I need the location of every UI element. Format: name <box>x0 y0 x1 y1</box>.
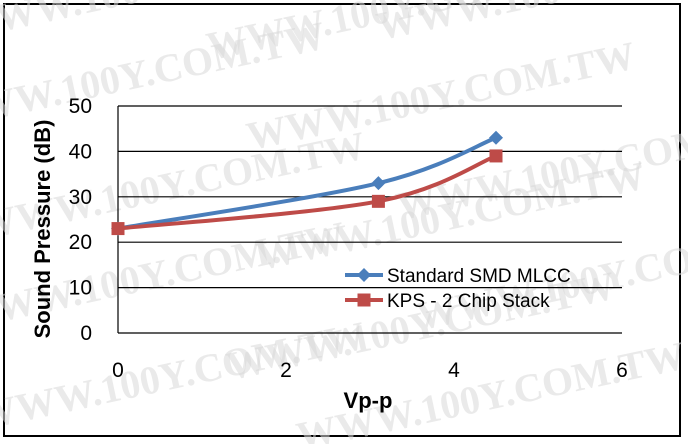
legend-item-1: Standard SMD MLCC <box>345 266 571 287</box>
legend-item-2: KPS - 2 Chip Stack <box>345 291 550 312</box>
chart-frame <box>3 3 681 437</box>
series-layer <box>111 130 503 236</box>
x-axis-title: Vp-p <box>344 388 393 413</box>
y-tick-label-40: 40 <box>69 140 92 163</box>
data-point-1-3 <box>489 130 503 145</box>
data-point-2-2 <box>371 194 385 208</box>
x-tick-label-6: 6 <box>616 359 628 382</box>
x-tick-labels: 0 2 4 6 <box>112 359 628 382</box>
y-tick-label-20: 20 <box>69 231 92 254</box>
legend-label-2: KPS - 2 Chip Stack <box>387 291 550 312</box>
x-tick-label-2: 2 <box>280 359 292 382</box>
series-2 <box>111 149 503 236</box>
watermark-text: WWW.100Y.COM.TW <box>373 0 688 49</box>
grid-lines <box>118 105 622 334</box>
legend: Standard SMD MLCC KPS - 2 Chip Stack <box>345 266 571 312</box>
data-point-1-2 <box>371 176 386 191</box>
y-tick-label-50: 50 <box>69 95 92 118</box>
legend-marker-1 <box>357 268 371 282</box>
y-tick-label-30: 30 <box>69 186 92 209</box>
legend-marker-2 <box>357 293 371 307</box>
data-point-2-1 <box>111 222 125 236</box>
y-tick-labels: 0 10 20 30 40 50 <box>69 95 92 345</box>
x-tick-label-4: 4 <box>448 359 460 382</box>
y-tick-label-10: 10 <box>69 277 92 300</box>
y-tick-label-0: 0 <box>80 322 92 345</box>
series-line-1 <box>116 135 498 231</box>
y-axis-title: Sound Pressure (dB) <box>30 120 55 339</box>
legend-label-1: Standard SMD MLCC <box>387 266 571 287</box>
series-line-2 <box>116 153 498 231</box>
x-tick-label-0: 0 <box>112 359 124 382</box>
data-point-2-3 <box>489 149 503 163</box>
